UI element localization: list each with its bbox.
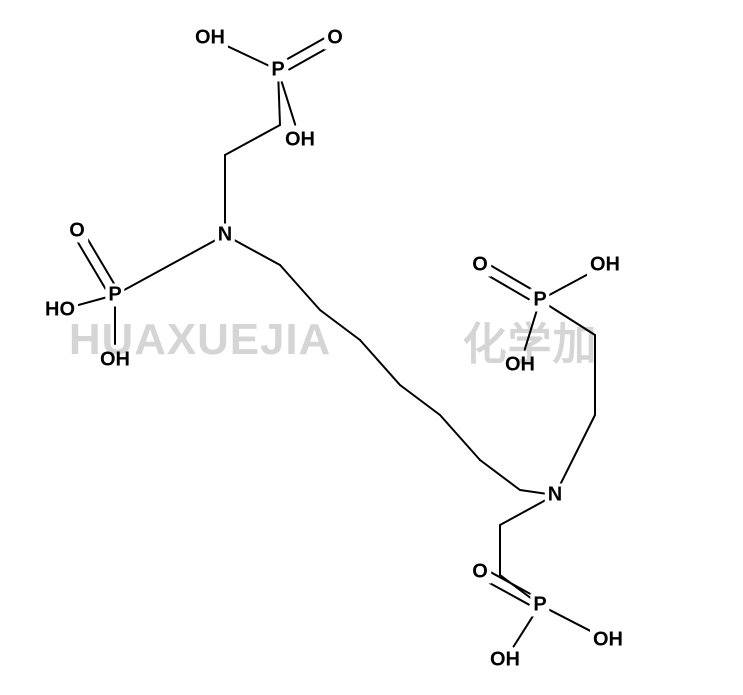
atom-N1: N [215, 224, 235, 247]
atom-P2o: O [324, 27, 346, 50]
atom-N2: N [545, 484, 565, 507]
atom-P2h2: OH [282, 129, 318, 152]
atom-P2: P [268, 59, 287, 82]
atom-P4o: O [469, 561, 491, 584]
watermark-1: 化学加 [463, 308, 598, 372]
atom-P4h2: OH [590, 629, 626, 652]
molecule-diagram: { "canvas": { "w": 743, "h": 695, "bg": … [0, 0, 743, 695]
atom-P4h1: OH [487, 649, 523, 672]
atom-P3h1: OH [587, 254, 623, 277]
atom-P1: P [105, 284, 124, 307]
atom-P2h1: OH [192, 27, 228, 50]
atom-P1o: O [66, 220, 88, 243]
atom-P4: P [530, 594, 549, 617]
atom-P3o: O [469, 254, 491, 277]
watermark-0: HUAXUEJIA [69, 315, 331, 365]
